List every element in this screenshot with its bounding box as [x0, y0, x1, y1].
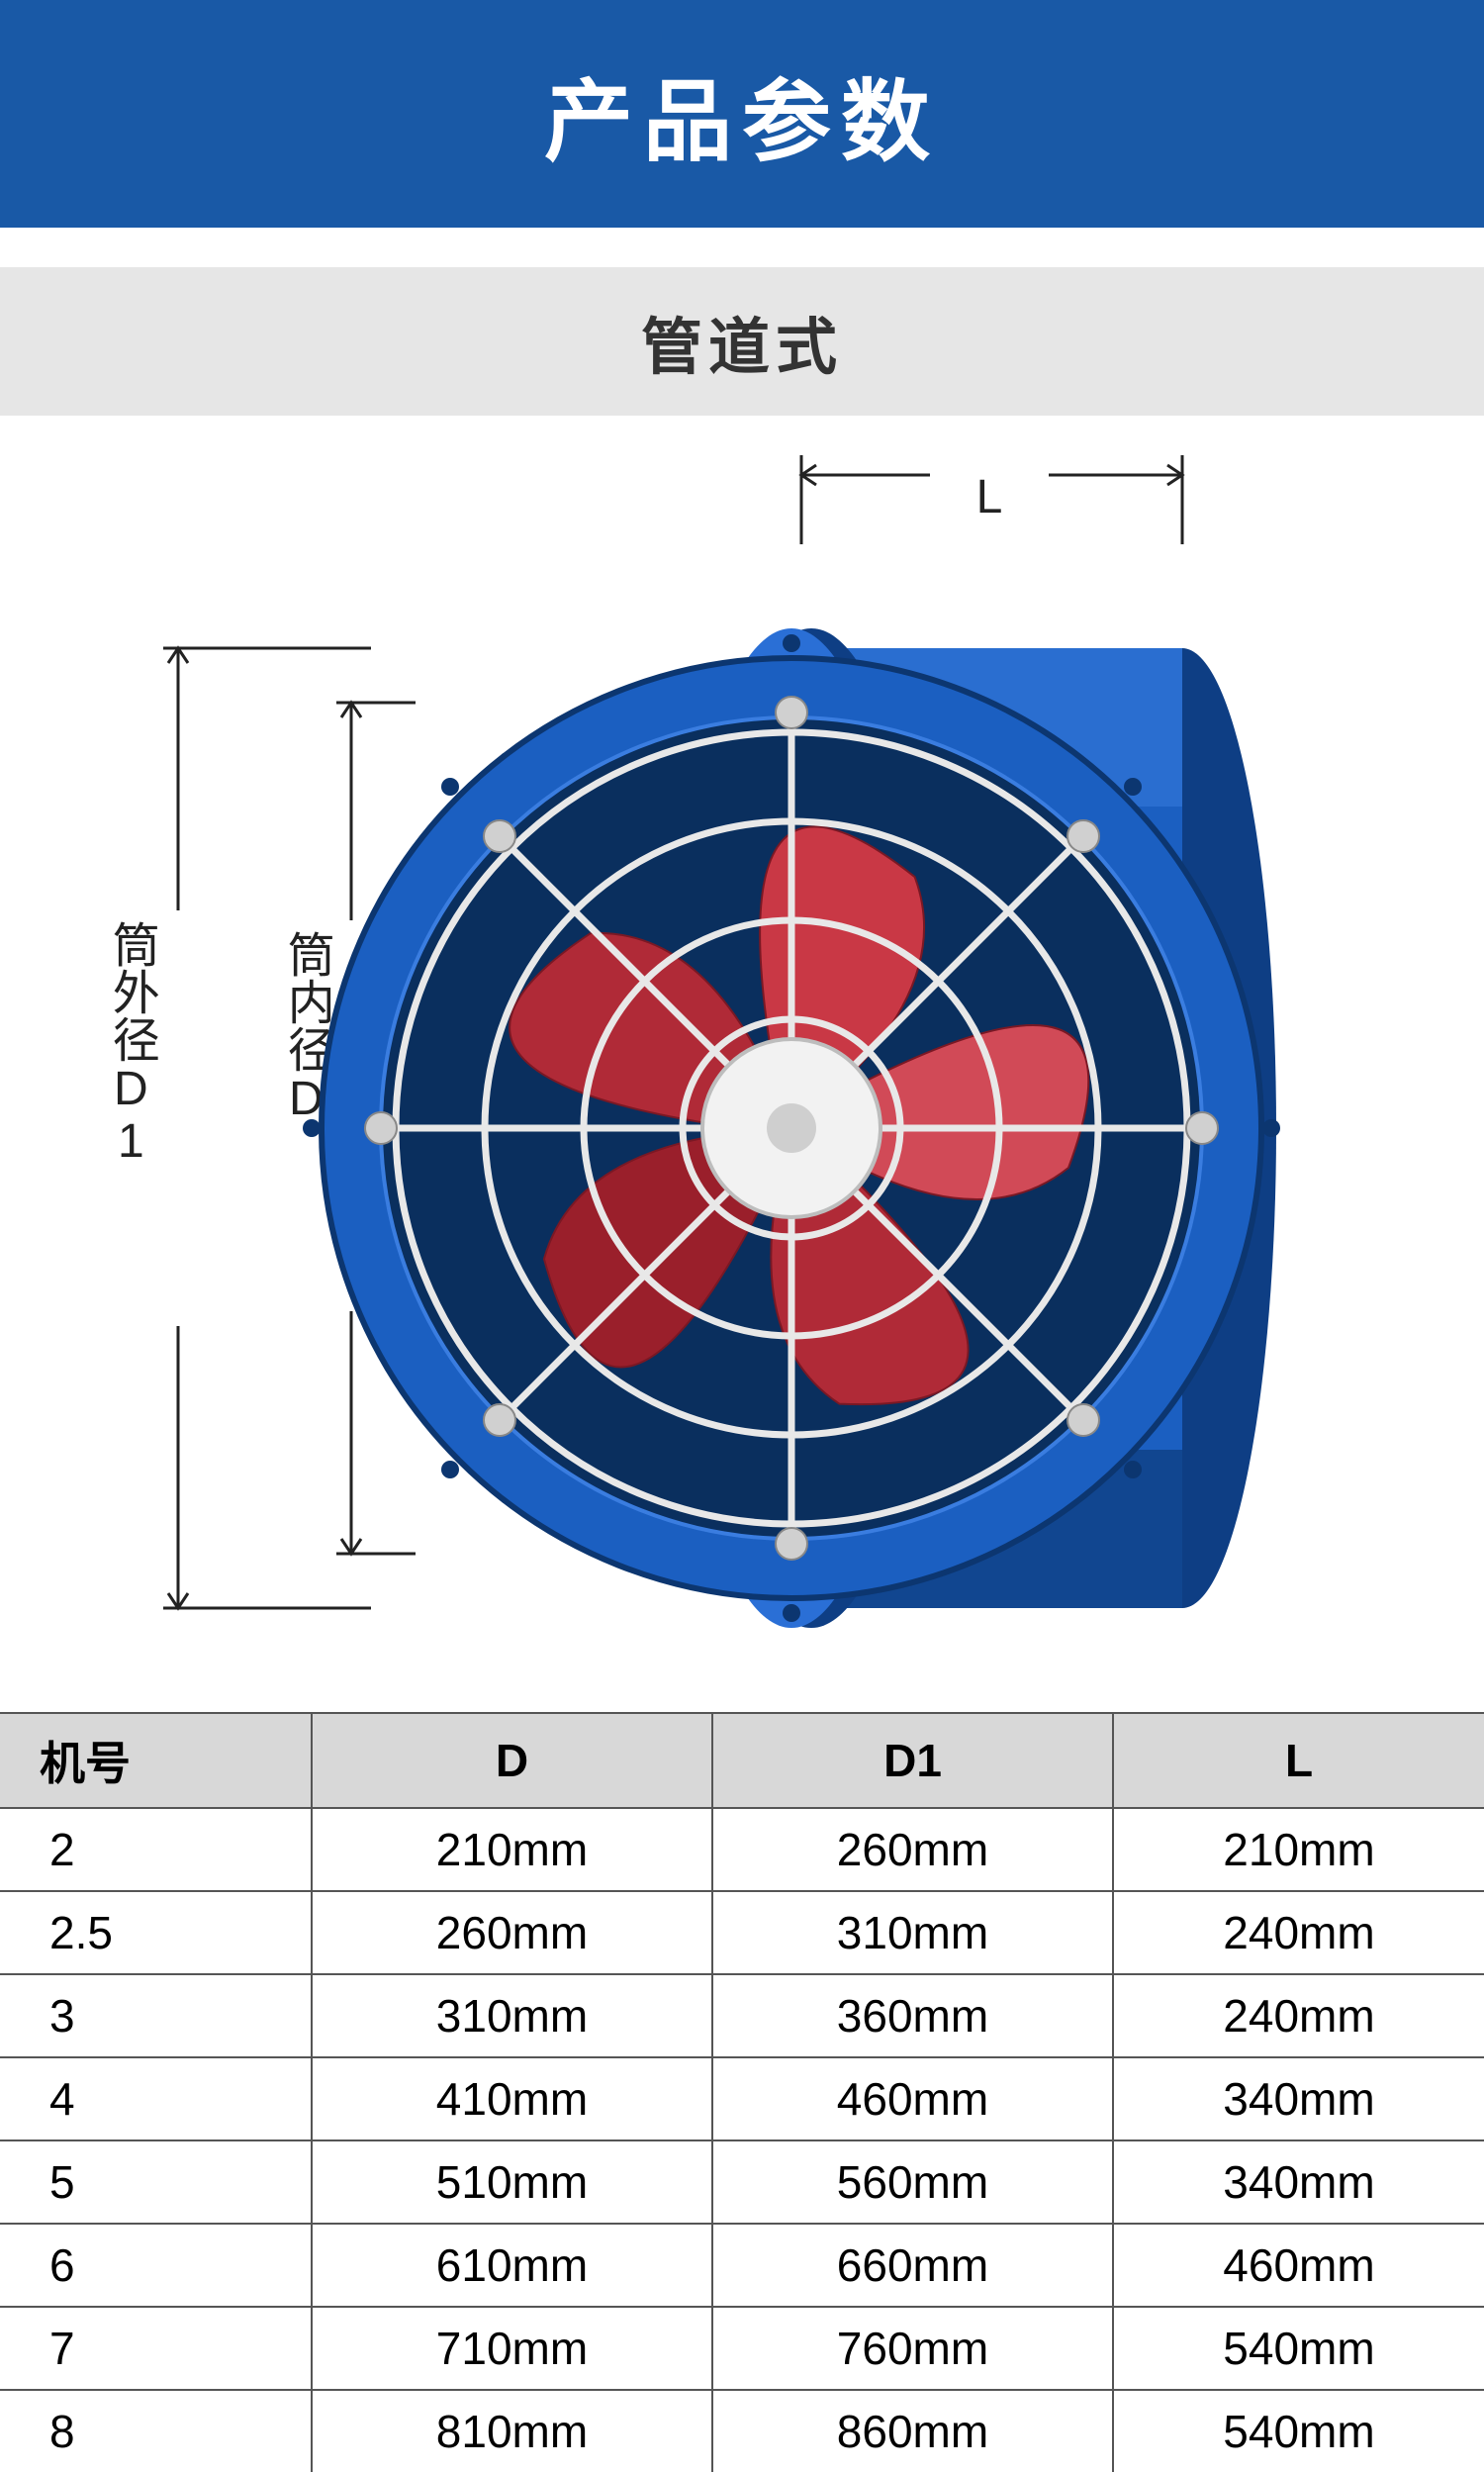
table-row: 7 710mm 760mm 540mm: [0, 2307, 1484, 2390]
table-row: 2.5 260mm 310mm 240mm: [0, 1891, 1484, 1974]
fan-icon: [303, 628, 1280, 1628]
col-header-d: D: [312, 1713, 712, 1808]
table-body: 2 210mm 260mm 210mm 2.5 260mm 310mm 240m…: [0, 1808, 1484, 2472]
subheader-title: 管道式: [0, 297, 1484, 386]
col-header-model: 机号: [0, 1713, 312, 1808]
diagram-svg: [0, 416, 1484, 1712]
page-title: 产品参数: [0, 49, 1484, 178]
table-row: 4 410mm 460mm 340mm: [0, 2057, 1484, 2140]
col-header-l: L: [1113, 1713, 1484, 1808]
table-row: 8 810mm 860mm 540mm: [0, 2390, 1484, 2472]
table-row: 2 210mm 260mm 210mm: [0, 1808, 1484, 1891]
header-band: 产品参数: [0, 0, 1484, 228]
table-header-row: 机号 D D1 L: [0, 1713, 1484, 1808]
subheader-band: 管道式: [0, 267, 1484, 416]
spec-table: 机号 D D1 L 2 210mm 260mm 210mm 2.5 260mm …: [0, 1712, 1484, 2472]
table-row: 6 610mm 660mm 460mm: [0, 2224, 1484, 2307]
table-row: 3 310mm 360mm 240mm: [0, 1974, 1484, 2057]
product-diagram: L 筒外径D1 筒内径D: [0, 416, 1484, 1712]
table-row: 5 510mm 560mm 340mm: [0, 2140, 1484, 2224]
col-header-d1: D1: [712, 1713, 1113, 1808]
